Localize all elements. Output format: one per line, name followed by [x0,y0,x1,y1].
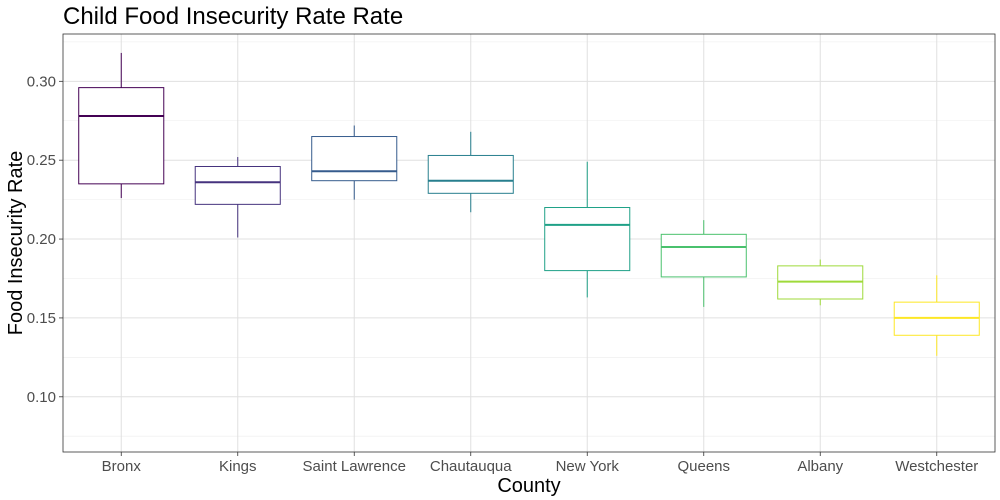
box-albany [777,259,864,306]
box-new-york [544,161,631,298]
box-saint-lawrence [311,125,398,200]
boxes [78,52,980,356]
grid-major [63,34,995,452]
x-tick-label: Bronx [102,458,142,475]
y-tick-label: 0.30 [27,73,56,90]
box-iqr [427,154,514,194]
y-tick-label: 0.25 [27,152,56,169]
chart-title: Child Food Insecurity Rate Rate [63,3,403,30]
x-tick-label: Saint Lawrence [303,458,406,475]
box-kings [194,157,281,238]
box-iqr [194,165,281,205]
y-axis-title: Food Insecurity Rate [5,151,27,336]
box-iqr [660,233,747,278]
x-tick-label: Albany [797,458,843,475]
x-tick-label: Queens [677,458,730,475]
y-tick-label: 0.10 [27,389,56,406]
x-axis-title: County [497,475,560,497]
box-bronx [78,52,165,199]
x-axis: Bronx Kings Saint Lawrence Chautauqua New Yo… [102,452,978,475]
y-tick-label: 0.20 [27,231,56,248]
x-tick-label: Westchester [895,458,978,475]
box-iqr [311,136,398,182]
box-chautauqua [427,131,514,213]
x-tick-label: New York [556,458,620,475]
box-queens [660,220,747,307]
x-tick-label: Kings [219,458,257,475]
y-axis: 0.10 0.15 0.20 0.25 0.30 [27,73,63,406]
box-westchester [893,275,980,356]
x-tick-label: Chautauqua [430,458,512,475]
y-tick-label: 0.15 [27,310,56,327]
panel-border [62,33,996,453]
box-iqr [78,87,165,185]
box-iqr [544,207,631,272]
